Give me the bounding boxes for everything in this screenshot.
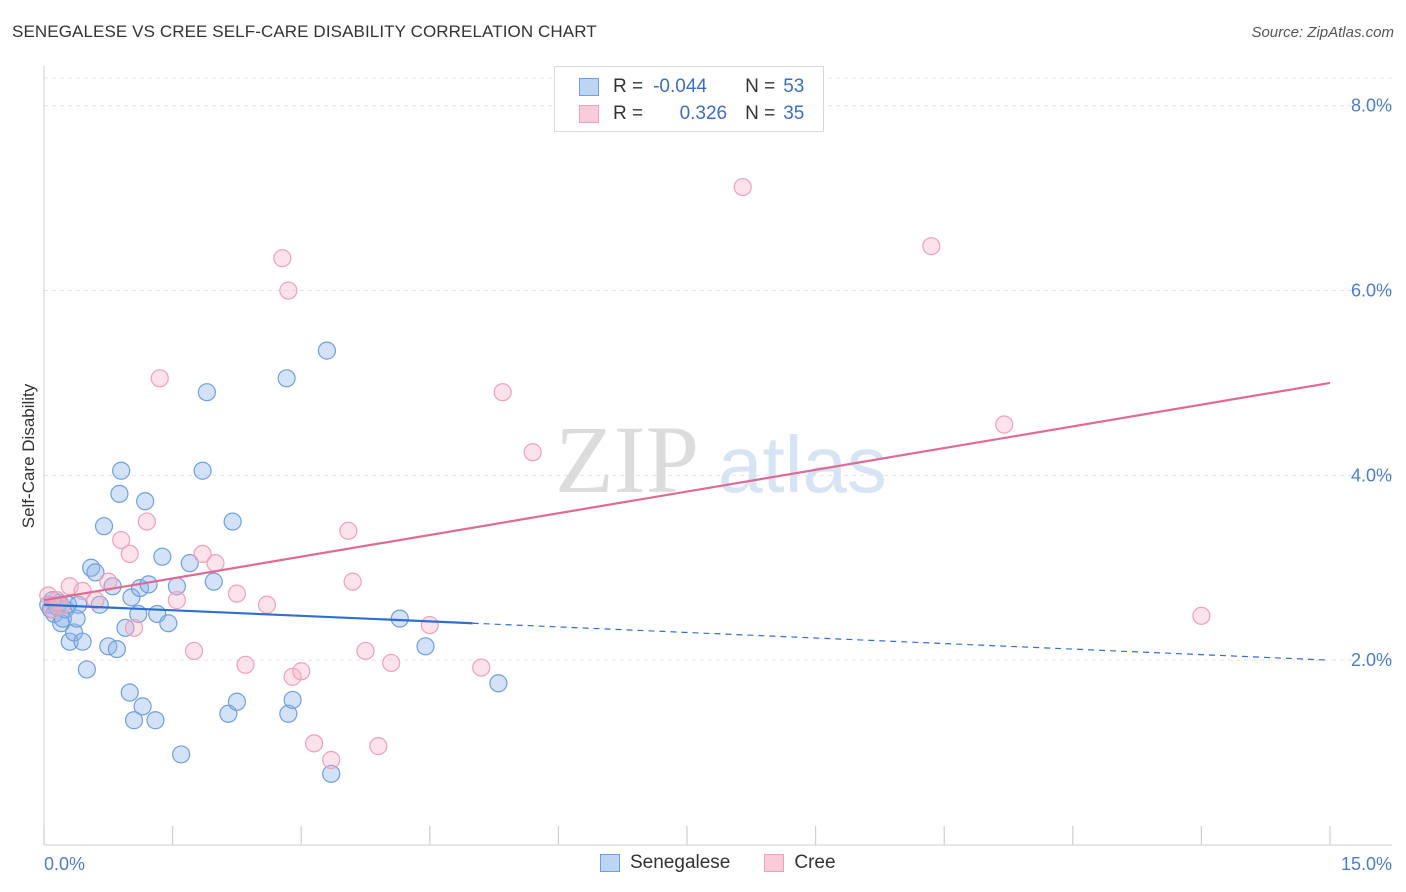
point-cree	[257, 595, 277, 614]
point-cree	[137, 512, 156, 531]
point-cree	[472, 658, 491, 677]
point-cree	[995, 415, 1014, 434]
legend-senegalese-label: Senegalese	[630, 852, 731, 873]
point-senegalese	[489, 674, 508, 693]
point-cree	[339, 521, 358, 540]
point-senegalese	[153, 547, 172, 566]
point-senegalese	[112, 461, 131, 480]
y-tick-label: 4.0%	[1351, 465, 1392, 485]
point-cree	[304, 734, 324, 753]
legend-row-senegalese: R = -0.044 N = 53	[579, 75, 804, 99]
point-senegalese	[322, 764, 341, 783]
correlation-legend: R = -0.044 N = 53 R = 0.326 N = 35	[554, 66, 824, 132]
point-cree	[184, 641, 204, 661]
legend-swatch-pink	[764, 854, 785, 872]
point-cree	[1192, 606, 1211, 625]
x-tick-label: 0.0%	[44, 854, 85, 874]
legend-r-value: -0.044	[653, 76, 707, 97]
point-cree	[493, 383, 512, 402]
watermark-zip: ZIP	[555, 406, 699, 513]
legend-n-label: N =	[745, 103, 776, 124]
point-senegalese	[136, 492, 155, 511]
y-axis-label: Self-Care Disability	[19, 383, 38, 528]
point-senegalese	[120, 683, 139, 702]
point-senegalese	[279, 704, 298, 723]
point-cree	[369, 737, 388, 756]
point-cree	[150, 369, 169, 388]
series-legend: Senegalese Cree	[600, 852, 870, 874]
point-senegalese	[110, 484, 129, 503]
source-label: Source: ZipAtlas.com	[1251, 24, 1394, 41]
point-cree	[343, 572, 362, 591]
point-cree	[382, 653, 401, 673]
legend-r-label: R =	[613, 76, 644, 97]
legend-n-value: 53	[783, 76, 805, 97]
point-senegalese	[159, 614, 178, 633]
point-senegalese	[94, 517, 114, 536]
legend-r-label: R =	[613, 103, 644, 124]
point-senegalese	[283, 690, 302, 710]
point-senegalese	[227, 692, 246, 711]
point-senegalese	[390, 609, 409, 628]
legend-swatch-blue	[579, 78, 599, 96]
point-senegalese	[416, 637, 435, 656]
trend-cree	[43, 381, 1331, 602]
chart-title: SENEGALESE VS CREE SELF-CARE DISABILITY …	[12, 22, 597, 41]
point-senegalese	[277, 369, 296, 388]
point-senegalese	[67, 609, 86, 628]
point-senegalese	[317, 341, 337, 360]
point-senegalese	[124, 711, 144, 730]
legend-item-cree: Cree	[764, 852, 836, 874]
legend-item-senegalese: Senegalese	[600, 852, 730, 874]
point-senegalese	[223, 512, 242, 531]
trend-lines	[43, 381, 1331, 661]
x-tick-label: 15.0%	[1341, 854, 1392, 874]
point-cree	[292, 662, 311, 681]
point-senegalese	[133, 697, 152, 716]
point-cree	[193, 544, 212, 564]
point-cree	[236, 655, 255, 674]
point-cree	[733, 177, 752, 197]
point-senegalese	[197, 383, 216, 402]
legend-swatch-pink	[579, 105, 599, 123]
legend-cree-label: Cree	[794, 852, 836, 873]
legend-row-cree: R = 0.326 N = 35	[579, 102, 804, 126]
point-senegalese	[86, 563, 105, 582]
point-senegalese	[180, 554, 199, 573]
point-cree	[523, 443, 542, 462]
point-senegalese	[146, 711, 165, 730]
tick-labels: 2.0% 4.0% 6.0% 8.0% 0.0% 15.0%	[44, 96, 1392, 874]
point-senegalese	[193, 461, 212, 480]
point-cree	[922, 237, 941, 256]
point-cree	[273, 249, 292, 268]
watermark-atlas: atlas	[718, 420, 887, 509]
axes	[43, 66, 1392, 846]
point-senegalese	[77, 660, 96, 679]
point-cree	[227, 584, 246, 603]
y-tick-label: 6.0%	[1351, 281, 1392, 301]
trend-senegalese-solid	[43, 603, 473, 625]
legend-swatch-blue	[600, 854, 620, 872]
y-tick-label: 8.0%	[1351, 96, 1392, 116]
point-cree	[120, 544, 139, 564]
legend-r-value: 0.326	[679, 103, 728, 124]
legend-n-label: N =	[745, 76, 776, 97]
point-cree	[124, 618, 144, 637]
point-cree	[420, 615, 439, 635]
y-tick-label: 2.0%	[1351, 650, 1392, 670]
point-senegalese	[107, 639, 126, 659]
point-senegalese	[204, 572, 223, 591]
point-senegalese	[172, 745, 191, 764]
gridlines	[44, 77, 1392, 661]
point-cree	[167, 591, 186, 610]
point-cree	[322, 750, 341, 770]
point-senegalese	[60, 632, 79, 651]
point-cree	[356, 641, 375, 661]
point-cree	[279, 281, 298, 300]
trend-senegalese-dashed	[472, 622, 1331, 661]
point-senegalese	[73, 632, 92, 651]
legend-n-value: 35	[783, 103, 805, 124]
point-cree	[112, 530, 131, 550]
